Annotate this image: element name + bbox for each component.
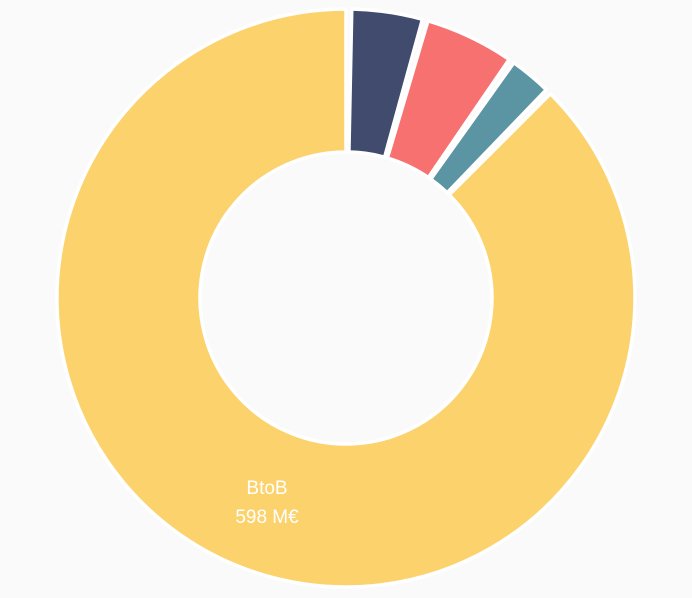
donut-slice-btob[interactable]	[55, 7, 637, 589]
slice-label-btob-name: BtoB	[246, 478, 287, 499]
donut-slice-2[interactable]	[385, 19, 511, 180]
donut-slices	[55, 7, 637, 589]
donut-labels: BtoB 598 M€	[235, 478, 299, 528]
donut-slice-1[interactable]	[347, 7, 425, 159]
donut-slice-3[interactable]	[429, 60, 549, 195]
slice-label-btob-value: 598 M€	[235, 507, 299, 528]
